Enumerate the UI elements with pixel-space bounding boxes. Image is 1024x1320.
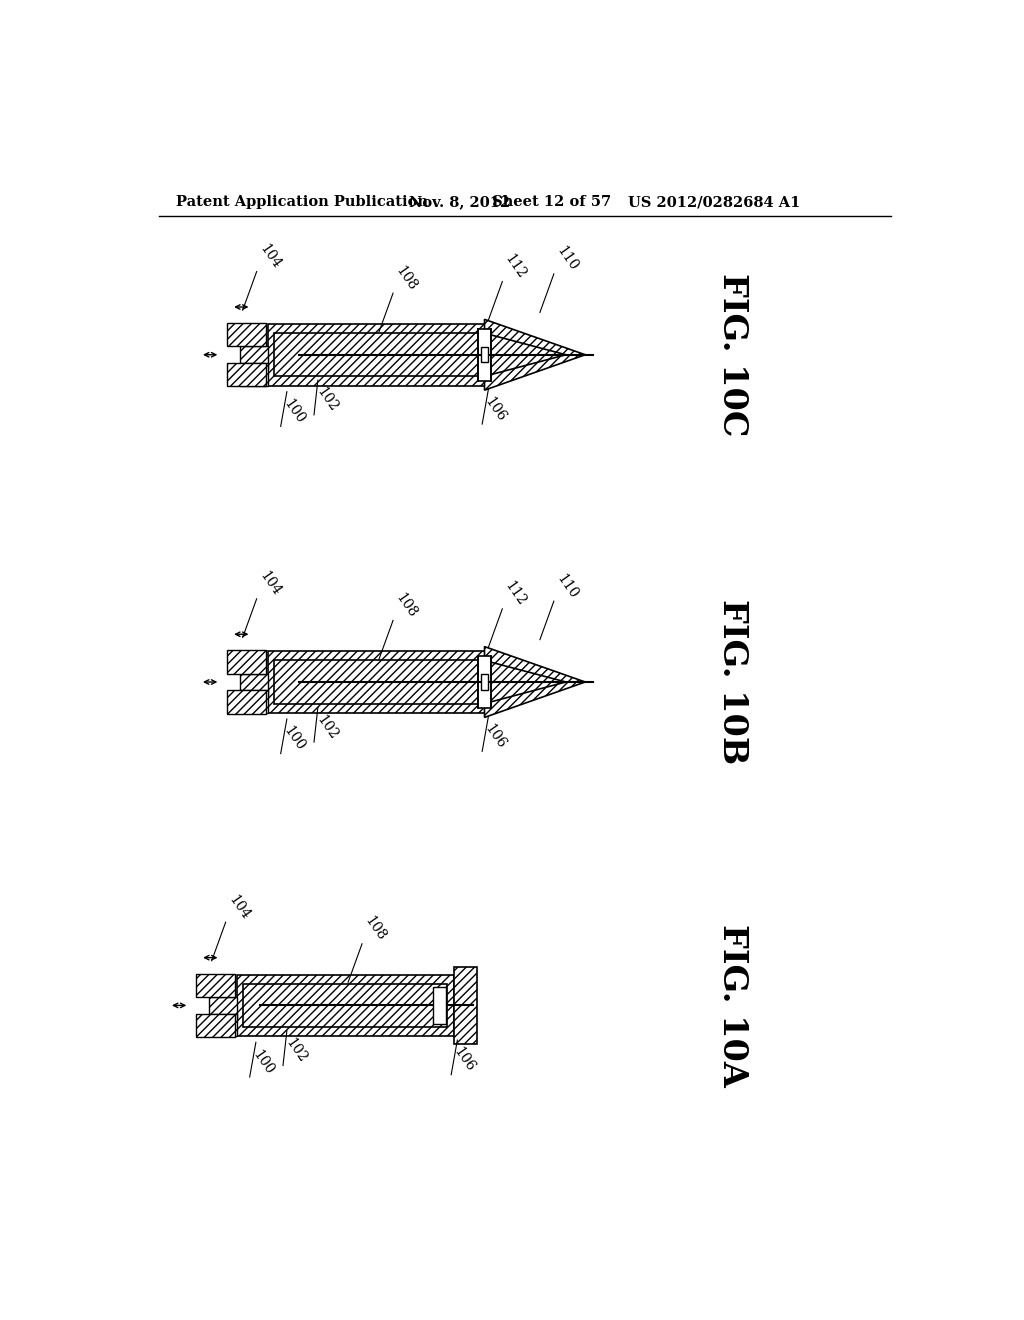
Bar xyxy=(197,1014,234,1038)
Text: 106: 106 xyxy=(482,722,509,751)
Text: 100: 100 xyxy=(250,1047,276,1077)
Text: 100: 100 xyxy=(281,397,307,426)
Bar xyxy=(433,987,445,1024)
Bar xyxy=(267,323,484,385)
Text: US 2012/0282684 A1: US 2012/0282684 A1 xyxy=(628,195,800,210)
Bar xyxy=(240,363,267,385)
Bar xyxy=(267,651,484,713)
Bar xyxy=(240,690,267,713)
Polygon shape xyxy=(484,647,586,718)
Text: 102: 102 xyxy=(314,385,341,414)
Text: 106: 106 xyxy=(452,1045,478,1074)
Bar xyxy=(237,974,454,1036)
Polygon shape xyxy=(484,333,566,376)
Text: 102: 102 xyxy=(314,713,341,742)
Bar xyxy=(227,651,266,673)
Text: 102: 102 xyxy=(283,1036,309,1065)
Text: FIG. 10C: FIG. 10C xyxy=(716,273,749,437)
Text: FIG. 10B: FIG. 10B xyxy=(716,599,749,764)
Bar xyxy=(240,346,267,368)
Bar xyxy=(209,1014,237,1036)
Text: 106: 106 xyxy=(482,395,509,424)
Bar xyxy=(273,660,478,704)
Text: Nov. 8, 2012: Nov. 8, 2012 xyxy=(409,195,510,210)
Text: 108: 108 xyxy=(393,264,420,293)
Polygon shape xyxy=(484,660,566,704)
Bar xyxy=(454,966,477,1044)
Text: 112: 112 xyxy=(503,579,529,609)
Text: 104: 104 xyxy=(257,569,284,599)
Text: FIG. 10A: FIG. 10A xyxy=(716,924,749,1086)
Text: 112: 112 xyxy=(503,252,529,281)
Text: 108: 108 xyxy=(393,591,420,620)
Bar xyxy=(273,333,478,376)
Bar xyxy=(227,363,266,387)
Polygon shape xyxy=(484,319,586,391)
Bar xyxy=(227,323,266,346)
Bar xyxy=(240,673,267,696)
Text: 100: 100 xyxy=(281,723,307,754)
Bar xyxy=(477,656,492,708)
Text: 104: 104 xyxy=(257,242,284,272)
Text: Patent Application Publication: Patent Application Publication xyxy=(176,195,428,210)
Text: 110: 110 xyxy=(554,572,581,601)
Bar xyxy=(243,983,447,1027)
Text: Sheet 12 of 57: Sheet 12 of 57 xyxy=(493,195,611,210)
Bar xyxy=(227,690,266,714)
Bar xyxy=(197,974,234,997)
Bar xyxy=(209,997,237,1019)
Text: 104: 104 xyxy=(225,892,252,923)
Text: 108: 108 xyxy=(362,915,389,944)
Bar xyxy=(477,329,492,381)
Polygon shape xyxy=(481,347,487,363)
Polygon shape xyxy=(481,675,487,689)
Text: 110: 110 xyxy=(554,244,581,275)
